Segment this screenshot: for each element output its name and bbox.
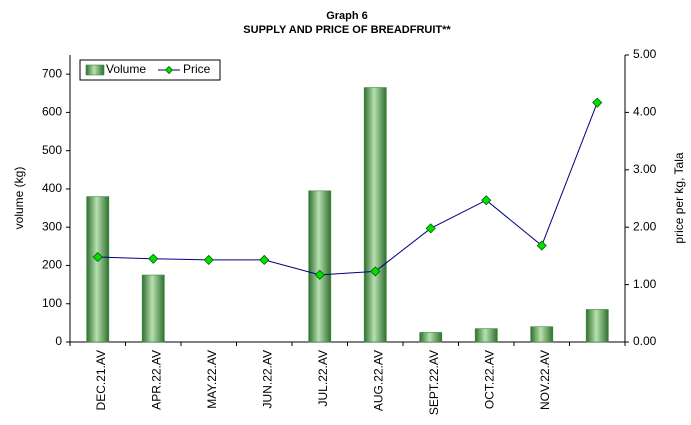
bar [141, 274, 165, 343]
y-tick-label: 200 [42, 258, 62, 272]
legend-swatch [85, 64, 105, 76]
y-tick-label: 500 [42, 143, 62, 157]
price-line [97, 102, 598, 276]
price-marker [425, 223, 436, 234]
x-tick-label: NOV.22.AV [538, 350, 552, 410]
y2-tick-label: 1.00 [633, 277, 657, 291]
x-tick-label: APR.22.AV [149, 350, 163, 410]
x-tick-label: OCT.22.AV [482, 350, 496, 409]
chart-subtitle: SUPPLY AND PRICE OF BREADFRUIT** [243, 24, 451, 36]
y2-tick-label: 5.00 [633, 47, 657, 61]
x-tick-label: AUG.22.AV [371, 350, 385, 411]
bar [530, 326, 554, 343]
y2-tick-label: 0.00 [633, 334, 657, 348]
price-marker [314, 269, 325, 280]
x-tick-label: JUN.22.AV [260, 350, 274, 408]
y2-tick-label: 3.00 [633, 162, 657, 176]
y-tick-label: 400 [42, 181, 62, 195]
x-tick-label: SEPT.22.AV [427, 350, 441, 415]
price-marker [481, 195, 492, 206]
price-marker [592, 97, 603, 108]
bar [86, 196, 110, 343]
bar [474, 328, 498, 343]
x-tick-label: JUL.22.AV [316, 350, 330, 406]
y-tick-label: 600 [42, 105, 62, 119]
bar [419, 332, 443, 343]
price-marker [259, 254, 270, 265]
legend-box [79, 59, 221, 81]
y2-tick-label: 4.00 [633, 105, 657, 119]
x-tick-label: MAY.22.AV [205, 350, 219, 409]
price-marker [370, 266, 381, 277]
price-marker [92, 251, 103, 263]
x-tick-label: DEC.21.AV [94, 350, 108, 410]
y-tick-label: 0 [55, 334, 62, 348]
legend-label: Price [183, 62, 211, 76]
legend-label: Volume [106, 62, 146, 76]
chart-title: Graph 6 [326, 10, 368, 22]
bar [308, 190, 332, 343]
y-tick-label: 700 [42, 66, 62, 80]
bar [585, 309, 609, 343]
y2-axis-label: price per kg, Tala [672, 152, 686, 243]
y-axis-label: volume (kg) [12, 167, 26, 230]
legend-marker [164, 65, 174, 75]
y-tick-label: 100 [42, 296, 62, 310]
price-marker [148, 253, 159, 264]
y2-tick-label: 2.00 [633, 219, 657, 233]
price-marker [203, 254, 214, 265]
bar [363, 87, 387, 343]
y-tick-label: 300 [42, 219, 62, 233]
price-marker [536, 240, 547, 251]
